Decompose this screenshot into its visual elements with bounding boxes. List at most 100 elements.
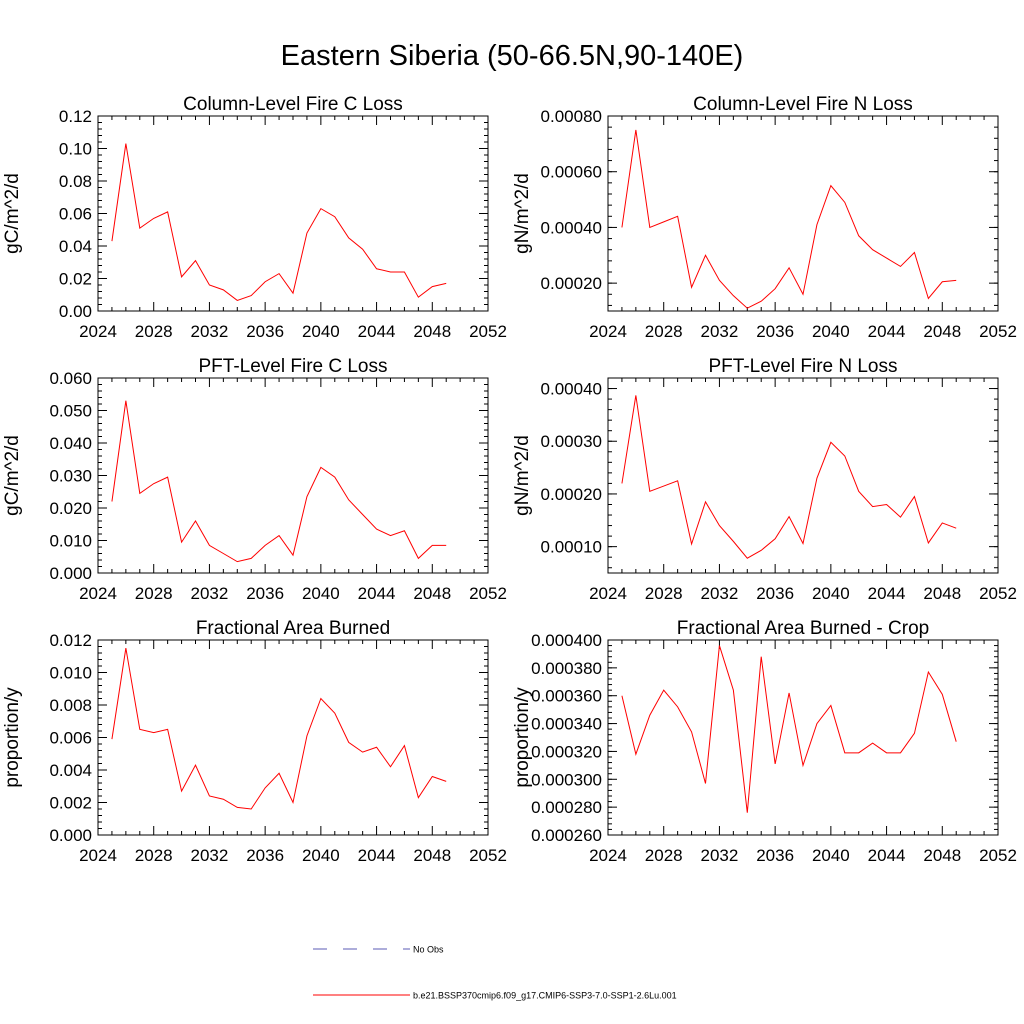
y-tick-label: 0.000400 bbox=[531, 631, 602, 650]
y-tick-label: 0.00080 bbox=[541, 107, 602, 126]
legend-entry-model-run: b.e21.BSSP370cmip6.f09_g17.CMIP6-SSP3-7.… bbox=[313, 991, 677, 1001]
y-axis-label: gC/m^2/d bbox=[2, 435, 23, 516]
y-axis-label: proportion/y bbox=[512, 687, 533, 788]
panel-column-level-fire-n-loss: Column-Level Fire N Loss gN/m^2/d 2024 2028… bbox=[512, 94, 1017, 341]
legend-label-model-run: b.e21.BSSP370cmip6.f09_g17.CMIP6-SSP3-7.… bbox=[413, 991, 677, 1001]
y-tick-label: 0.000300 bbox=[531, 770, 602, 789]
y-tick-label: 0.030 bbox=[49, 467, 92, 486]
x-tick-label: 2040 bbox=[302, 322, 340, 341]
series-line bbox=[621, 129, 957, 309]
x-tick-label: 2032 bbox=[701, 846, 739, 865]
y-tick-label: 0.000340 bbox=[531, 715, 602, 734]
x-tick-label: 2044 bbox=[868, 584, 906, 603]
panel-column-level-fire-c-loss: Column-Level Fire C Loss gC/m^2/d 2024 2028… bbox=[2, 94, 507, 341]
x-tick-label: 2024 bbox=[589, 322, 627, 341]
y-tick-label: 0.08 bbox=[59, 172, 92, 191]
x-tick-label: 2028 bbox=[645, 322, 683, 341]
x-tick-label: 2052 bbox=[469, 846, 507, 865]
x-tick-label: 2040 bbox=[302, 846, 340, 865]
panel-fractional-area-burned-crop: Fractional Area Burned - Crop proportion/… bbox=[512, 618, 1017, 865]
x-tick-label: 2044 bbox=[868, 322, 906, 341]
y-tick-label: 0.00030 bbox=[541, 432, 602, 451]
series-line bbox=[621, 395, 957, 559]
y-tick-label: 0.000380 bbox=[531, 659, 602, 678]
x-tick-label: 2044 bbox=[358, 584, 396, 603]
x-tick-label: 2052 bbox=[469, 322, 507, 341]
x-tick-label: 2040 bbox=[812, 846, 850, 865]
panel-title: PFT-Level Fire C Loss bbox=[199, 356, 388, 377]
panel-pft-level-fire-c-loss: PFT-Level Fire C Loss gC/m^2/d 2024 2028 203… bbox=[2, 356, 507, 603]
plot-frame bbox=[97, 115, 489, 312]
x-tick-label: 2024 bbox=[79, 584, 117, 603]
plot-frame bbox=[97, 639, 489, 836]
x-tick-label: 2024 bbox=[589, 584, 627, 603]
y-axis-label: gN/m^2/d bbox=[512, 435, 533, 516]
panel-title: Column-Level Fire C Loss bbox=[183, 94, 403, 115]
legend-label-no-obs: No Obs bbox=[413, 945, 444, 955]
series-line bbox=[111, 648, 447, 810]
x-tick-label: 2040 bbox=[302, 584, 340, 603]
x-tick-label: 2032 bbox=[191, 322, 229, 341]
x-tick-label: 2036 bbox=[756, 322, 794, 341]
x-tick-label: 2048 bbox=[413, 846, 451, 865]
x-tick-label: 2024 bbox=[79, 322, 117, 341]
y-axis-label: proportion/y bbox=[2, 687, 23, 788]
plot-frame bbox=[607, 639, 999, 836]
x-tick-label: 2036 bbox=[246, 322, 284, 341]
x-tick-label: 2036 bbox=[756, 846, 794, 865]
y-tick-label: 0.000 bbox=[49, 826, 92, 845]
x-tick-label: 2048 bbox=[923, 584, 961, 603]
legend: No Obs b.e21.BSSP370cmip6.f09_g17.CMIP6-… bbox=[313, 945, 677, 1001]
x-tick-label: 2048 bbox=[413, 322, 451, 341]
y-tick-label: 0.008 bbox=[49, 696, 92, 715]
y-tick-label: 0.010 bbox=[49, 532, 92, 551]
y-tick-label: 0.02 bbox=[59, 270, 92, 289]
x-tick-label: 2044 bbox=[868, 846, 906, 865]
x-tick-label: 2032 bbox=[191, 846, 229, 865]
y-tick-label: 0.04 bbox=[59, 237, 92, 256]
x-tick-label: 2052 bbox=[469, 584, 507, 603]
x-tick-label: 2044 bbox=[358, 846, 396, 865]
x-tick-label: 2028 bbox=[645, 846, 683, 865]
y-axis-label: gN/m^2/d bbox=[512, 173, 533, 254]
series-line bbox=[111, 143, 447, 302]
x-tick-label: 2028 bbox=[135, 846, 173, 865]
plot-frame bbox=[607, 115, 999, 312]
x-tick-label: 2044 bbox=[358, 322, 396, 341]
y-tick-label: 0.004 bbox=[49, 761, 92, 780]
x-tick-label: 2032 bbox=[191, 584, 229, 603]
y-tick-label: 0.000360 bbox=[531, 687, 602, 706]
y-tick-label: 0.10 bbox=[59, 140, 92, 159]
y-tick-label: 0.012 bbox=[49, 631, 92, 650]
y-axis-label: gC/m^2/d bbox=[2, 173, 23, 254]
x-tick-label: 2028 bbox=[135, 584, 173, 603]
y-tick-label: 0.050 bbox=[49, 402, 92, 421]
y-tick-label: 0.060 bbox=[49, 369, 92, 388]
x-tick-label: 2048 bbox=[413, 584, 451, 603]
x-tick-label: 2052 bbox=[979, 322, 1017, 341]
y-tick-label: 0.000 bbox=[49, 564, 92, 583]
x-tick-label: 2052 bbox=[979, 846, 1017, 865]
x-tick-label: 2040 bbox=[812, 584, 850, 603]
y-tick-label: 0.010 bbox=[49, 664, 92, 683]
y-tick-label: 0.00020 bbox=[541, 485, 602, 504]
figure-title: Eastern Siberia (50-66.5N,90-140E) bbox=[280, 40, 744, 72]
x-tick-label: 2040 bbox=[812, 322, 850, 341]
panel-title: Fractional Area Burned - Crop bbox=[677, 618, 929, 639]
x-tick-label: 2024 bbox=[79, 846, 117, 865]
y-tick-label: 0.00020 bbox=[541, 274, 602, 293]
x-tick-label: 2028 bbox=[645, 584, 683, 603]
panel-title: Column-Level Fire N Loss bbox=[693, 94, 913, 115]
y-tick-label: 0.002 bbox=[49, 794, 92, 813]
plot-frame bbox=[97, 377, 489, 574]
x-tick-label: 2032 bbox=[701, 322, 739, 341]
y-tick-label: 0.00 bbox=[59, 302, 92, 321]
x-tick-label: 2052 bbox=[979, 584, 1017, 603]
x-tick-label: 2048 bbox=[923, 846, 961, 865]
y-tick-label: 0.00040 bbox=[541, 218, 602, 237]
y-tick-label: 0.06 bbox=[59, 205, 92, 224]
x-tick-label: 2048 bbox=[923, 322, 961, 341]
x-tick-label: 2036 bbox=[756, 584, 794, 603]
panel-pft-level-fire-n-loss: PFT-Level Fire N Loss gN/m^2/d 2024 2028 203… bbox=[512, 356, 1017, 603]
